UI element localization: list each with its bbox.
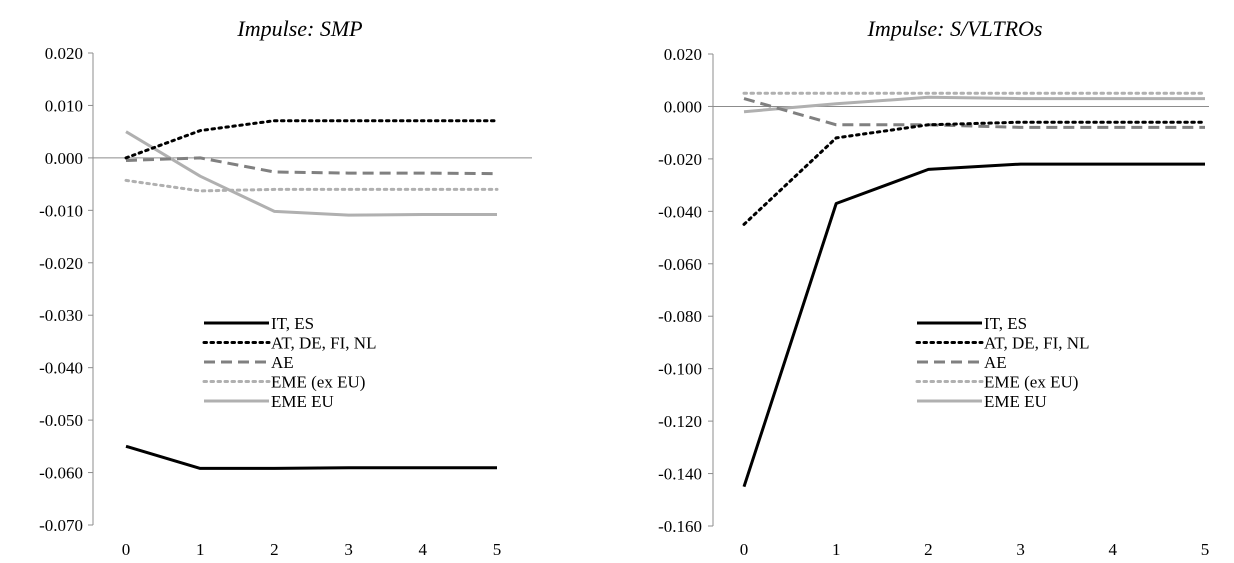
x-tick-label: 5 [1201,540,1210,559]
y-tick-label: -0.080 [658,307,702,326]
y-tick-label: 0.000 [45,149,83,168]
legend-label: EME EU [984,392,1047,411]
y-tick-label: -0.140 [658,465,702,484]
x-tick-label: 4 [419,540,428,559]
y-tick-label: -0.160 [658,517,702,536]
legend-label: AT, DE, FI, NL [984,334,1089,353]
x-tick-label: 2 [924,540,933,559]
y-tick-label: 0.010 [45,96,83,115]
x-tick-label: 4 [1109,540,1118,559]
legend-label: EME (ex EU) [271,373,365,392]
y-tick-label: -0.070 [39,516,83,535]
y-tick-label: -0.060 [39,464,83,483]
panel-svltros: Impulse: S/VLTROs 0.020 0.000 -0.020 -0.040 -… [658,16,1209,559]
series-line-1 [742,120,1207,226]
x-tick-label: 5 [493,540,502,559]
y-tick-label: -0.100 [658,360,702,379]
series-line-4 [125,130,497,217]
series-line-3 [124,178,499,193]
x-tick-label: 3 [1016,540,1025,559]
x-tick-label: 0 [122,540,131,559]
y-tick-label: -0.040 [39,359,83,378]
chart-title: Impulse: S/VLTROs [867,16,1043,41]
y-tick-label: -0.050 [39,411,83,430]
legend-label: AE [271,353,294,372]
legend-label: IT, ES [984,314,1027,333]
legend-label: EME EU [271,392,334,411]
x-tick-label: 0 [740,540,749,559]
x-tick-label: 1 [196,540,205,559]
y-tick-label: -0.040 [658,202,702,221]
series-line-4 [743,95,1205,114]
chart-title: Impulse: SMP [236,16,362,41]
legend-label: AT, DE, FI, NL [271,334,376,353]
legend-label: AE [984,353,1007,372]
series-line-0 [125,444,497,470]
y-tick-label: -0.030 [39,306,83,325]
x-tick-label: 2 [270,540,279,559]
series-line-0 [742,162,1205,488]
y-tick-label: -0.020 [39,254,83,273]
y-tick-label: -0.060 [658,255,702,274]
x-tick-label: 1 [832,540,841,559]
legend-label: IT, ES [271,314,314,333]
series-line-2 [125,156,498,176]
x-tick-label: 3 [344,540,353,559]
y-tick-label: -0.020 [658,150,702,169]
y-tick-label: -0.010 [39,201,83,220]
legend-label: EME (ex EU) [984,373,1078,392]
y-tick-label: -0.120 [658,412,702,431]
y-tick-label: 0.020 [45,44,83,63]
series-line-1 [124,119,499,160]
y-tick-label: 0.020 [664,45,702,64]
panel-smp: Impulse: SMP 0.020 0.010 0.000 -0.010 -0.020 -… [39,16,532,559]
y-tick-label: 0.000 [664,97,702,116]
